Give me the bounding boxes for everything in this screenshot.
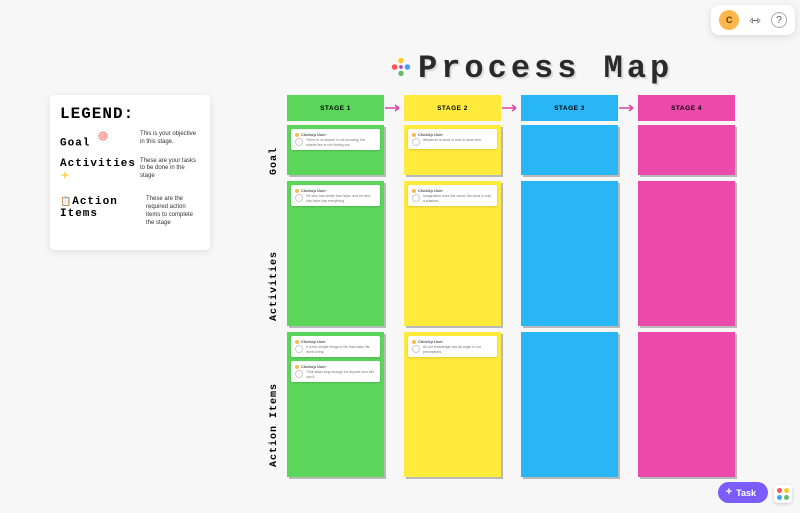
legend-row-goal: Goal This is your objective in this stag… [60, 131, 200, 150]
note-body: Imagination rules the world; the word is… [412, 194, 493, 203]
title-decoration-icon [390, 56, 412, 78]
cell-act-s1[interactable]: ClickUp User He who has health has hope;… [287, 181, 384, 326]
note-body: Time stays long enough for anyone who wi… [295, 370, 376, 379]
note-body: It is the simple things in life that mak… [295, 345, 376, 354]
note-author: ClickUp User [295, 364, 376, 369]
note-card[interactable]: ClickUp User Time stays long enough for … [291, 361, 380, 382]
cell-goal-s4[interactable] [638, 125, 735, 175]
row-label-action: Action Items [269, 327, 280, 467]
cell-action-s3[interactable] [521, 332, 618, 477]
note-author: ClickUp User [295, 188, 376, 193]
note-card[interactable]: ClickUp User Imagination rules the world… [408, 185, 497, 206]
note-card[interactable]: ClickUp User It is the simple things in … [291, 336, 380, 357]
plus-icon: + [726, 487, 732, 498]
note-author: ClickUp User [295, 132, 376, 137]
row-label-activities: Activities [269, 181, 280, 321]
new-task-button[interactable]: + Task [718, 482, 768, 503]
cell-action-s4[interactable] [638, 332, 735, 477]
legend-desc-activities: These are your tasks to be done in the s… [140, 158, 200, 181]
note-body: There is no shame in not knowing; the sh… [295, 138, 376, 147]
cell-act-s4[interactable] [638, 181, 735, 326]
cell-goal-s3[interactable] [521, 125, 618, 175]
legend-title: LEGEND: [60, 105, 200, 123]
note-body: Whatever is done in love is done well. [412, 138, 493, 146]
note-card[interactable]: ClickUp User He who has health has hope;… [291, 185, 380, 206]
note-author: ClickUp User [412, 339, 493, 344]
legend-label-goal: Goal [60, 131, 134, 150]
note-card[interactable]: ClickUp User All our knowledge has its o… [408, 336, 497, 357]
row-label-goal: Goal [269, 127, 280, 175]
cell-action-s2[interactable]: ClickUp User All our knowledge has its o… [404, 332, 501, 477]
legend-label-activities: Activities [60, 158, 134, 189]
process-map-board: STAGE 1 STAGE 2 STAGE 3 STAGE 4 Goal Act… [265, 95, 735, 475]
avatar[interactable]: C [719, 10, 739, 30]
target-icon [98, 131, 108, 141]
note-author: ClickUp User [412, 132, 493, 137]
task-button-label: Task [736, 488, 756, 498]
sparkle-icon [60, 170, 70, 180]
stage-header-2[interactable]: STAGE 2 [404, 95, 501, 121]
note-author: ClickUp User [295, 339, 376, 344]
arrow-icon [502, 104, 520, 112]
cell-act-s3[interactable] [521, 181, 618, 326]
note-body: All our knowledge has its origin in our … [412, 345, 493, 354]
note-card[interactable]: ClickUp User There is no shame in not kn… [291, 129, 380, 150]
legend-row-action: 📋Action Items These are the required act… [60, 196, 200, 227]
stage-headers: STAGE 1 STAGE 2 STAGE 3 STAGE 4 [287, 95, 735, 121]
board-grid: ClickUp User There is no shame in not kn… [287, 125, 735, 475]
cell-goal-s1[interactable]: ClickUp User There is no shame in not kn… [287, 125, 384, 175]
top-toolbar: C ⇿ ? [711, 5, 795, 35]
apps-button[interactable] [774, 485, 792, 503]
arrow-icon [385, 104, 403, 112]
cell-action-s1[interactable]: ClickUp User It is the simple things in … [287, 332, 384, 477]
stage-header-1[interactable]: STAGE 1 [287, 95, 384, 121]
note-author: ClickUp User [412, 188, 493, 193]
legend-label-action: 📋Action Items [60, 196, 140, 220]
stage-header-3[interactable]: STAGE 3 [521, 95, 618, 121]
note-card[interactable]: ClickUp User Whatever is done in love is… [408, 129, 497, 149]
legend-panel: LEGEND: Goal This is your objective in t… [50, 95, 210, 250]
fit-width-icon[interactable]: ⇿ [749, 12, 761, 29]
info-icon[interactable]: ? [771, 12, 787, 28]
cell-act-s2[interactable]: ClickUp User Imagination rules the world… [404, 181, 501, 326]
arrow-icon [619, 104, 637, 112]
legend-desc-goal: This is your objective in this stage. [140, 131, 200, 147]
note-body: He who has health has hope; and he who h… [295, 194, 376, 203]
legend-desc-action: These are the required action items to c… [146, 196, 200, 227]
legend-row-activities: Activities These are your tasks to be do… [60, 158, 200, 189]
stage-header-4[interactable]: STAGE 4 [638, 95, 735, 121]
page-title: Process Map [418, 50, 673, 87]
cell-goal-s2[interactable]: ClickUp User Whatever is done in love is… [404, 125, 501, 175]
